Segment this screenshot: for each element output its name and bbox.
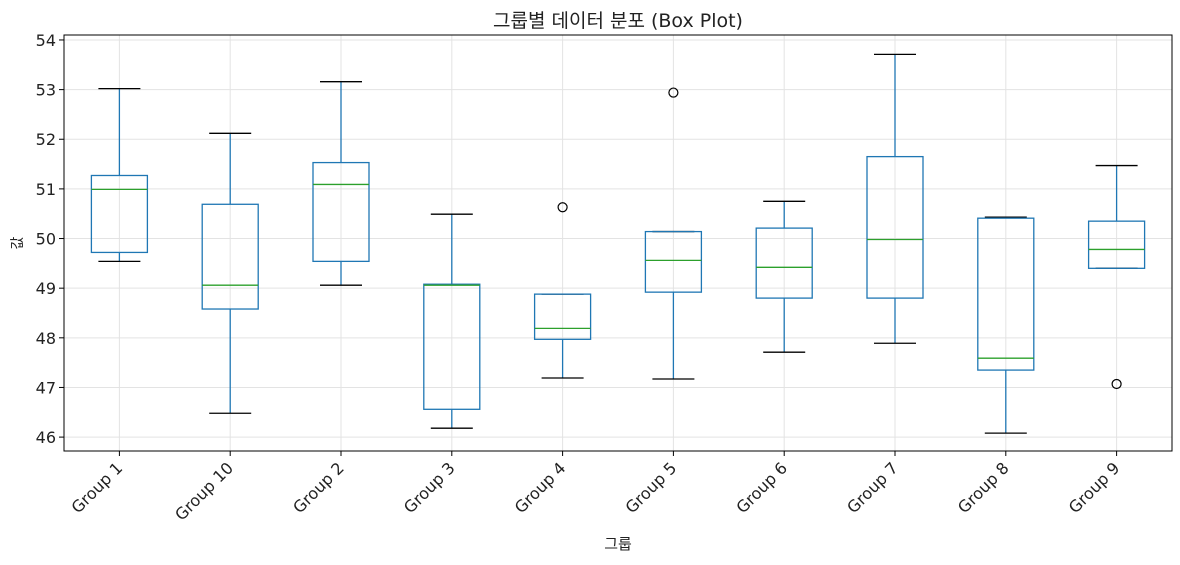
y-tick-label: 53 (36, 81, 56, 100)
x-tick-label: Group 5 (622, 458, 681, 517)
y-tick-label: 54 (36, 31, 56, 50)
plot-frame (63, 34, 1173, 452)
y-tick-label: 46 (36, 428, 56, 447)
x-tick-label: Group 2 (289, 458, 348, 517)
outlier-point (668, 87, 679, 98)
outlier-point (1111, 378, 1122, 390)
y-tick-label: 50 (36, 230, 56, 249)
box-iqr (977, 217, 1035, 371)
x-axis-label: 그룹 (604, 535, 632, 553)
x-tick-label: Group 7 (843, 458, 902, 517)
y-tick-label: 49 (36, 279, 56, 298)
y-tick-label: 47 (36, 378, 56, 397)
box-iqr (533, 293, 592, 340)
box-iqr (866, 155, 924, 299)
x-tick-label: Group 4 (511, 458, 570, 517)
y-tick-label: 52 (36, 130, 56, 149)
box-iqr (90, 174, 149, 254)
x-tick-label: Group 10 (171, 458, 237, 524)
box-iqr (201, 203, 259, 310)
box-iqr (644, 230, 703, 293)
y-tick-label: 51 (36, 180, 56, 199)
box-iqr (423, 283, 481, 410)
y-tick-label: 48 (36, 329, 56, 348)
chart-title: 그룹별 데이터 분포 (Box Plot) (493, 10, 743, 32)
x-tick-label: Group 3 (400, 458, 459, 517)
box-iqr (312, 161, 370, 263)
x-tick-label: Group 6 (732, 458, 791, 517)
x-tick-label: Group 9 (1065, 458, 1124, 517)
box-iqr (1087, 220, 1146, 269)
y-axis-label: 값 (10, 236, 26, 249)
outlier-point (557, 202, 568, 213)
x-tick-label: Group 8 (954, 458, 1013, 517)
box-iqr (755, 227, 813, 299)
x-tick-label: Group 1 (68, 458, 127, 517)
